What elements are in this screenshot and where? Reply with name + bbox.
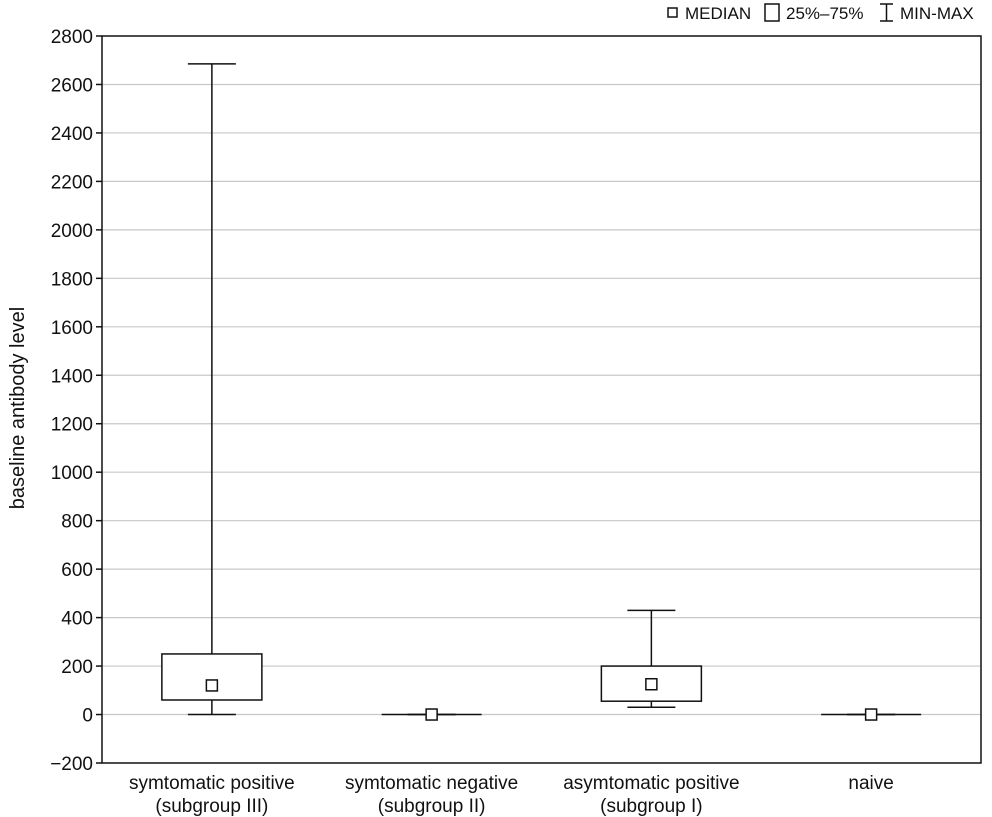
legend-minmax-label: MIN-MAX <box>900 4 974 23</box>
category-label: (subgroup I) <box>600 796 702 817</box>
y-axis-title: baseline antibody level <box>7 307 29 509</box>
legend: MEDIAN 25%–75% MIN-MAX <box>667 3 974 23</box>
y-tick-label: 2400 <box>51 124 93 145</box>
y-tick-label: 2200 <box>51 172 93 193</box>
box-1 <box>161 63 263 716</box>
box-3 <box>600 609 703 709</box>
plot-frame <box>101 35 982 764</box>
median-marker <box>205 679 219 692</box>
y-tick-label: 1400 <box>51 366 93 387</box>
legend-iqr-label: 25%–75% <box>786 4 864 23</box>
legend-median-label: MEDIAN <box>685 4 751 23</box>
y-tick-label: 1600 <box>51 318 93 339</box>
box-series <box>161 63 922 721</box>
y-tick-label: 2800 <box>51 27 93 48</box>
category-label: symtomatic positive <box>129 773 295 794</box>
y-tick-label: 600 <box>61 560 93 581</box>
median-marker <box>425 708 438 721</box>
category-label: asymtomatic positive <box>563 773 739 794</box>
y-tick-label: 400 <box>61 609 93 630</box>
legend-iqr-icon <box>764 3 780 22</box>
box-4 <box>821 708 922 721</box>
y-tick-label: −200 <box>50 754 93 775</box>
category-label: (subgroup III) <box>155 796 268 817</box>
median-marker <box>864 708 878 721</box>
y-tick-label: 1800 <box>51 269 93 290</box>
gridlines <box>102 83 981 716</box>
box-2 <box>381 708 482 721</box>
iqr-box <box>161 653 263 701</box>
y-tick-label: 1000 <box>51 463 93 484</box>
category-label: (subgroup II) <box>378 796 486 817</box>
y-tick-label: 0 <box>82 706 93 727</box>
y-axis-ticks: −200 0 200 400 600 800 1000 1200 1400 1600 1800 200… <box>50 27 102 775</box>
legend-median-icon <box>667 7 678 18</box>
x-axis-categories: symtomatic positive(subgroup III) symtoma… <box>129 773 894 817</box>
y-tick-label: 1200 <box>51 415 93 436</box>
category-label: naive <box>848 773 893 794</box>
legend-minmax-icon <box>880 3 893 22</box>
category-label: symtomatic negative <box>345 773 518 794</box>
y-tick-label: 2000 <box>51 221 93 242</box>
y-tick-label: 200 <box>61 657 93 678</box>
y-tick-label: 2600 <box>51 75 93 96</box>
y-tick-label: 800 <box>61 512 93 533</box>
median-marker <box>645 677 658 691</box>
